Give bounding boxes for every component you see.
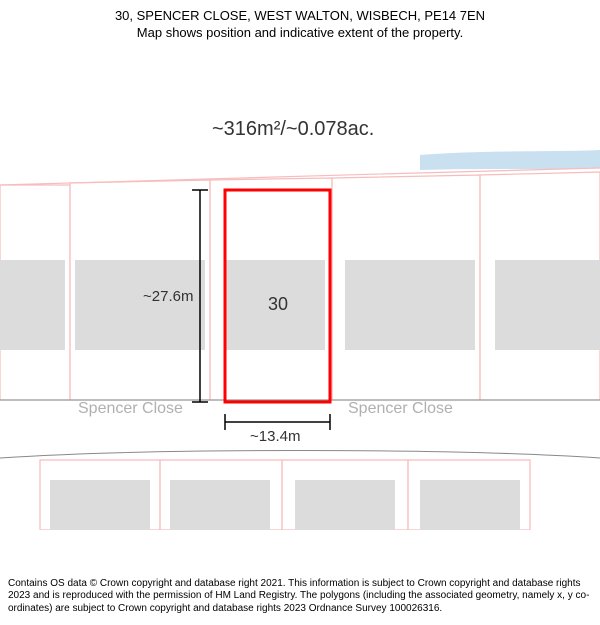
page-subtitle: Map shows position and indicative extent… <box>10 25 590 42</box>
property-number: 30 <box>268 294 288 315</box>
map-diagram: ~316m²/~0.078ac. ~27.6m ~13.4m 30 Spence… <box>0 50 600 530</box>
street-name-left: Spencer Close <box>78 400 183 418</box>
area-label: ~316m²/~0.078ac. <box>212 118 374 141</box>
copyright-footer: Contains OS data © Crown copyright and d… <box>0 572 600 625</box>
width-dimension-label: ~13.4m <box>250 428 300 445</box>
street-name-right: Spencer Close <box>348 400 453 418</box>
page-title: 30, SPENCER CLOSE, WEST WALTON, WISBECH,… <box>10 8 590 25</box>
height-dimension-label: ~27.6m <box>143 288 193 305</box>
